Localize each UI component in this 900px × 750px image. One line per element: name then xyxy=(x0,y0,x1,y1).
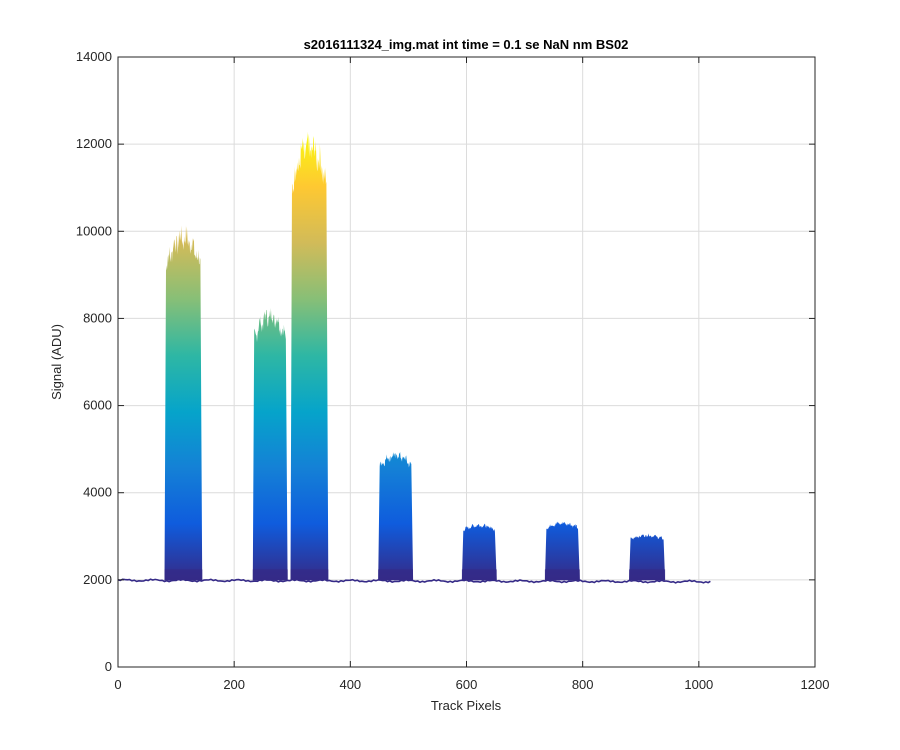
signal-traces xyxy=(117,131,711,584)
x-tick-label: 1000 xyxy=(684,677,713,692)
x-tick-label: 400 xyxy=(339,677,361,692)
x-tick-label: 200 xyxy=(223,677,245,692)
y-tick-label: 10000 xyxy=(76,223,112,238)
peak-3 xyxy=(290,131,329,581)
y-tick-label: 0 xyxy=(105,659,112,674)
peak-7 xyxy=(629,533,666,581)
peak-base-band xyxy=(544,569,580,581)
axes-box xyxy=(117,56,816,668)
baseline-trace xyxy=(117,578,711,584)
peak-base-band xyxy=(164,569,203,581)
chart-title: s2016111324_img.mat int time = 0.1 se Na… xyxy=(304,37,629,52)
y-axis-title: Signal (ADU) xyxy=(49,324,64,400)
peak-base-band xyxy=(290,569,329,581)
peak-6 xyxy=(544,521,580,581)
x-tick-label: 800 xyxy=(572,677,594,692)
peak-base-band xyxy=(252,569,288,581)
x-tick-label: 600 xyxy=(456,677,478,692)
peak-1 xyxy=(164,225,203,581)
y-tick-label: 8000 xyxy=(83,310,112,325)
y-tick-label: 4000 xyxy=(83,485,112,500)
peak-4 xyxy=(378,451,414,581)
x-axis-title: Track Pixels xyxy=(431,698,502,713)
peak-base-band xyxy=(629,569,666,581)
y-tick-label: 14000 xyxy=(76,49,112,64)
peak-2 xyxy=(252,308,288,581)
x-tick-label: 0 xyxy=(114,677,121,692)
y-tick-label: 2000 xyxy=(83,572,112,587)
y-tick-label: 12000 xyxy=(76,136,112,151)
grid xyxy=(118,57,815,667)
axes: 0 200 400 600 800 1000 12000200040006000800010… xyxy=(76,49,830,692)
y-tick-label: 6000 xyxy=(83,398,112,413)
peak-base-band xyxy=(378,569,413,581)
x-tick-label: 1200 xyxy=(801,677,830,692)
peak-5 xyxy=(461,523,497,581)
peak-base-band xyxy=(461,569,497,581)
